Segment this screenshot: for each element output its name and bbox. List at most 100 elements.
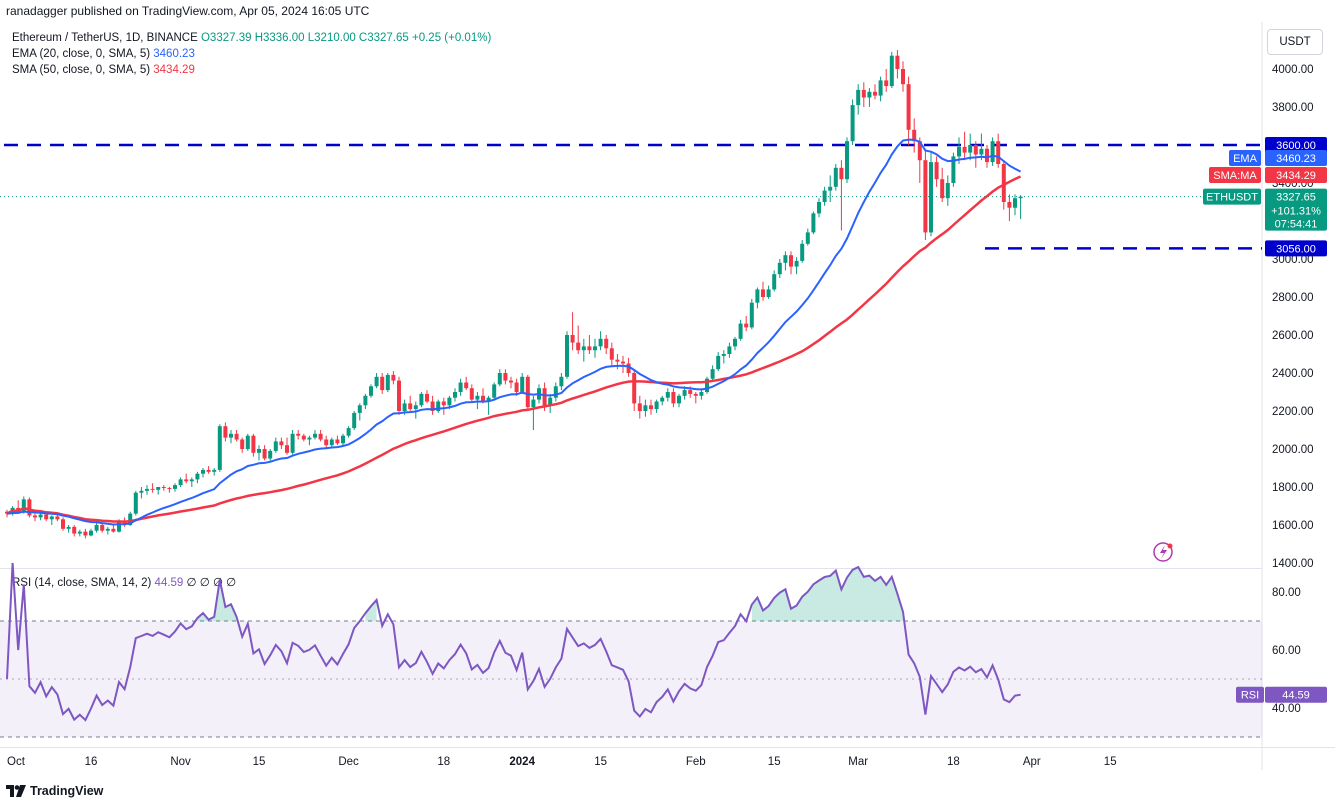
candle-body <box>654 401 659 410</box>
price-tag-countdown: 07:54:41 <box>1275 219 1318 231</box>
price-tag-value: 3327.65 <box>1276 192 1316 204</box>
candle-body <box>789 255 793 267</box>
time-tick-label: 16 <box>85 756 98 768</box>
candle-body <box>251 435 256 453</box>
price-tick-label: 1400.00 <box>1272 558 1314 570</box>
candle-body <box>419 393 424 406</box>
candle-body <box>408 403 413 410</box>
time-tick-label: 15 <box>768 756 781 768</box>
candle-body <box>290 433 295 453</box>
candle-body <box>917 141 922 161</box>
candle-body <box>861 89 866 98</box>
ema-tag-name: EMA <box>1233 153 1258 165</box>
rsi-line <box>6 562 1021 722</box>
candle-body <box>245 435 250 449</box>
candle-body <box>156 487 161 490</box>
time-tick-label: 15 <box>1104 756 1117 768</box>
candle-body <box>352 412 357 429</box>
sma-value: 3434.29 <box>153 64 195 76</box>
ema-value: 3460.23 <box>153 48 195 60</box>
ema-tag-value-bg <box>1265 150 1327 166</box>
candle-body <box>240 439 245 449</box>
candle-body <box>772 274 777 290</box>
candle-body <box>273 441 278 451</box>
candle-body <box>139 490 144 493</box>
rsi-label: RSI (14, close, SMA, 14, 2) <box>12 577 152 589</box>
sma-legend-row[interactable]: SMA (50, close, 0, SMA, 5) 3434.29 <box>12 62 491 78</box>
candle-body <box>100 525 105 531</box>
candle-body <box>923 160 928 233</box>
candle-body <box>318 433 323 440</box>
candle-body <box>514 382 519 392</box>
price-tick-label: 1600.00 <box>1272 520 1314 532</box>
candle-body <box>665 392 670 398</box>
candle-body <box>430 401 435 411</box>
currency-label: USDT <box>1279 36 1311 48</box>
lightning-icon-ring <box>1153 542 1173 562</box>
ema-legend-row[interactable]: EMA (20, close, 0, SMA, 5) 3460.23 <box>12 46 491 62</box>
candle-body <box>660 397 665 402</box>
candle-body <box>105 528 110 531</box>
candle-body <box>929 162 933 233</box>
symbol-row[interactable]: Ethereum / TetherUS, 1D, BINANCE O3327.3… <box>12 30 491 46</box>
candle-body <box>61 519 65 529</box>
candle-body <box>839 167 844 180</box>
time-tick-label: 15 <box>253 756 266 768</box>
candle-body <box>145 488 149 491</box>
candle-body <box>755 289 760 303</box>
candle-body <box>542 388 547 406</box>
candle-body <box>632 373 637 404</box>
candle-body <box>979 148 984 155</box>
candle-body <box>223 426 228 438</box>
rsi-legend-row[interactable]: RSI (14, close, SMA, 14, 2) 44.59 ∅ ∅ ∅ … <box>12 575 236 589</box>
candle-body <box>497 373 502 385</box>
candle-body <box>257 449 261 453</box>
candle-body <box>945 183 950 199</box>
candle-body <box>374 376 379 387</box>
currency-button[interactable]: USDT <box>1267 29 1323 55</box>
candle-body <box>548 397 553 406</box>
time-tick-label: 2024 <box>509 756 535 768</box>
candle-body <box>117 521 121 532</box>
time-tick-label: Apr <box>1023 756 1041 768</box>
price-tick-label: 2600.00 <box>1272 330 1314 342</box>
time-tick-label: Feb <box>686 756 706 768</box>
time-tick-label: 18 <box>437 756 450 768</box>
candle-body <box>363 395 368 406</box>
candle-body <box>77 531 82 534</box>
candle-body <box>21 499 26 512</box>
candle-body <box>307 437 312 440</box>
candle-body <box>856 89 861 106</box>
candle-body <box>682 390 687 396</box>
sma-tag-name: SMA:MA <box>1213 170 1257 182</box>
footer-brand[interactable]: TradingView <box>6 784 103 798</box>
tradingview-logo-icon <box>6 785 26 797</box>
candle-body <box>609 348 614 360</box>
candle-body <box>716 355 721 370</box>
candle-body <box>55 516 60 520</box>
candle-body <box>957 146 961 157</box>
candle-body <box>509 380 513 383</box>
candle-body <box>178 479 183 486</box>
candle-body <box>800 243 805 261</box>
candle-body <box>33 515 37 518</box>
candle-body <box>72 526 77 534</box>
candle-body <box>195 473 200 480</box>
candle-body <box>727 346 732 354</box>
lightning-icon[interactable] <box>1153 542 1173 562</box>
level-low-tag: 3056.00 <box>1276 243 1316 255</box>
rsi-legend-value: 44.59 <box>154 577 184 589</box>
candle-body <box>766 289 771 297</box>
lightning-icon-dot <box>1167 543 1173 549</box>
candle-body <box>206 469 211 472</box>
candle-body <box>441 401 446 406</box>
candle-body <box>688 390 693 394</box>
candle-body <box>671 392 676 404</box>
rsi-extra: ∅ ∅ ∅ ∅ <box>186 577 237 589</box>
candle-body <box>189 479 194 482</box>
candle-body <box>576 342 581 351</box>
candle-body <box>201 469 205 474</box>
candle-body <box>329 439 334 446</box>
candle-body <box>901 69 905 85</box>
